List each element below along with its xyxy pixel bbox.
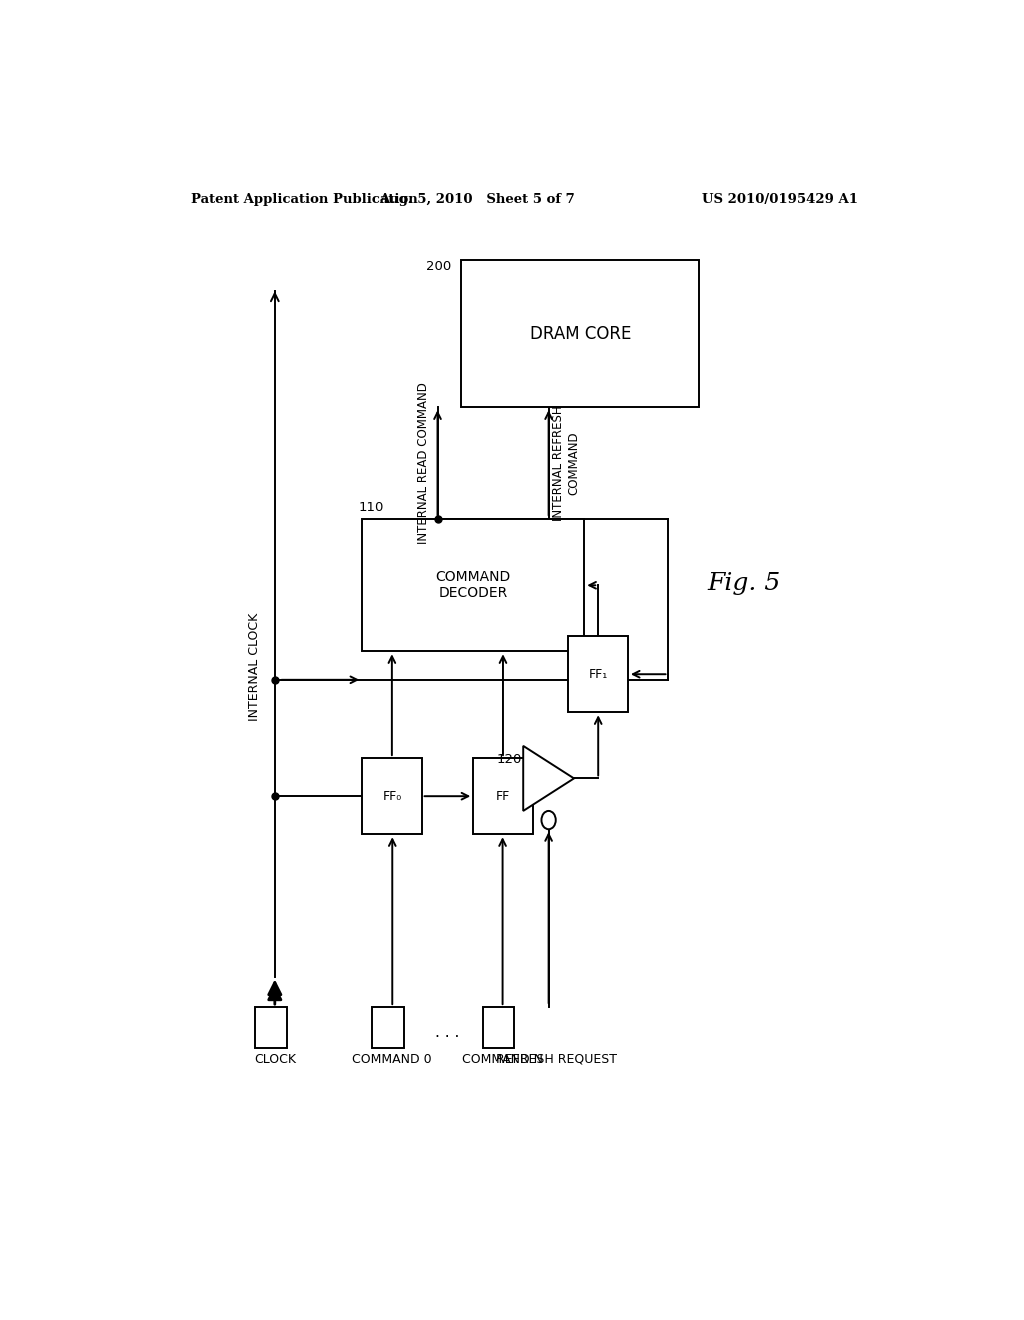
Circle shape <box>542 810 556 829</box>
Text: COMMAND 0: COMMAND 0 <box>352 1053 432 1067</box>
Text: FF₀: FF₀ <box>382 789 401 803</box>
Bar <box>362 519 585 651</box>
Bar <box>482 1007 514 1048</box>
Text: DRAM CORE: DRAM CORE <box>529 325 631 343</box>
Text: Aug. 5, 2010   Sheet 5 of 7: Aug. 5, 2010 Sheet 5 of 7 <box>379 193 575 206</box>
Bar <box>373 1007 404 1048</box>
Text: 120: 120 <box>497 754 522 766</box>
Text: US 2010/0195429 A1: US 2010/0195429 A1 <box>702 193 858 206</box>
Text: 200: 200 <box>426 260 451 273</box>
Text: INTERNAL REFRESH
COMMAND: INTERNAL REFRESH COMMAND <box>552 405 580 521</box>
Bar <box>461 260 699 408</box>
Text: FF₁: FF₁ <box>589 668 608 681</box>
Bar <box>255 1007 287 1048</box>
Text: REFRESH REQUEST: REFRESH REQUEST <box>496 1053 617 1067</box>
Text: Patent Application Publication: Patent Application Publication <box>191 193 418 206</box>
Text: CLOCK: CLOCK <box>254 1053 296 1067</box>
Text: FF: FF <box>496 789 510 803</box>
Text: COMMAND
DECODER: COMMAND DECODER <box>435 570 511 601</box>
Text: 110: 110 <box>358 502 384 513</box>
Bar <box>362 758 422 834</box>
Text: INTERNAL CLOCK: INTERNAL CLOCK <box>249 612 261 721</box>
Polygon shape <box>523 746 574 810</box>
Bar <box>473 758 532 834</box>
Text: . . .: . . . <box>435 1026 460 1040</box>
Text: Fig. 5: Fig. 5 <box>708 573 780 595</box>
Text: COMMAND N: COMMAND N <box>462 1053 543 1067</box>
Bar <box>568 636 628 713</box>
Text: INTERNAL READ COMMAND: INTERNAL READ COMMAND <box>417 383 430 544</box>
